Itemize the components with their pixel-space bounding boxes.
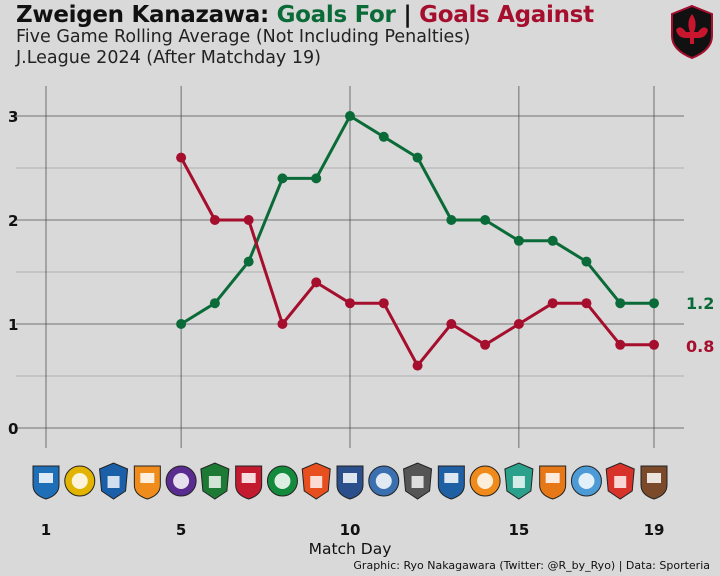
data-point-goals-for xyxy=(412,152,423,163)
title-separator: | xyxy=(403,2,412,28)
grulla-crest-icon xyxy=(403,462,433,500)
data-point-goals-against xyxy=(581,298,592,309)
credit-line: Graphic: Ryo Nakagawara (Twitter: @R_by_… xyxy=(353,559,710,572)
logo-emblem xyxy=(343,473,357,483)
data-point-goals-for xyxy=(615,298,626,309)
data-point-goals-against xyxy=(378,298,389,309)
data-point-goals-for xyxy=(277,173,288,184)
opponent-logos xyxy=(32,462,668,500)
y-tick-label: 2 xyxy=(8,212,18,230)
data-point-goals-for xyxy=(513,235,524,246)
orange-red-crest-icon xyxy=(301,462,331,500)
purple-red-crest-icon xyxy=(165,465,197,497)
bird-crest-icon xyxy=(437,465,465,500)
orange-shield-crest-icon xyxy=(133,465,161,500)
data-point-goals-against xyxy=(615,339,626,350)
light-blue-crest-icon xyxy=(570,465,602,497)
data-point-goals-against xyxy=(649,339,659,350)
x-axis-ticks: 1 5 10 15 19 xyxy=(41,521,665,539)
title-goals-for: Goals For xyxy=(276,2,396,28)
blue-shield-crest-icon xyxy=(32,465,60,500)
data-point-goals-against xyxy=(277,319,288,329)
logo-emblem xyxy=(578,473,595,489)
x-axis-label: Match Day xyxy=(309,540,392,558)
logo-emblem xyxy=(614,476,627,488)
chart-subtitle: Five Game Rolling Average (Not Including… xyxy=(16,27,471,47)
data-point-goals-against xyxy=(345,298,355,309)
data-point-goals-against xyxy=(311,277,322,288)
grid-lines xyxy=(16,86,684,448)
data-point-goals-for xyxy=(345,111,355,121)
data-point-goals-for xyxy=(378,131,389,142)
data-point-goals-for xyxy=(243,256,254,267)
blue-white-crest-icon xyxy=(368,465,400,497)
chart-subtitle-season: J.League 2024 (After Matchday 19) xyxy=(16,48,321,68)
y-axis-ticks: 0 1 2 3 xyxy=(8,108,18,438)
nagano-parceiro-crest-icon xyxy=(469,465,501,497)
logo-emblem xyxy=(71,473,88,489)
y-tick-label: 1 xyxy=(8,316,18,334)
y-tick-label: 0 xyxy=(8,420,18,438)
data-point-goals-for xyxy=(209,298,220,309)
logo-emblem xyxy=(107,476,120,488)
logo-emblem xyxy=(375,473,392,489)
x-tick-label: 10 xyxy=(340,521,361,539)
green-black-crest-icon xyxy=(200,462,230,500)
data-point-goals-for xyxy=(311,173,322,184)
x-tick-label: 1 xyxy=(41,521,51,539)
y-tick-label: 3 xyxy=(8,108,18,126)
logo-emblem xyxy=(208,476,221,488)
navy-round-crest-icon xyxy=(336,465,364,500)
end-value-label-goals-against: 0.8 xyxy=(686,337,714,356)
blue-round-crest-icon xyxy=(99,462,129,500)
title-goals-against: Goals Against xyxy=(419,2,594,28)
teal-green-crest-icon xyxy=(504,462,534,500)
data-point-goals-against xyxy=(446,319,457,329)
end-value-label-goals-for: 1.2 xyxy=(686,294,714,313)
data-point-goals-for xyxy=(547,235,558,246)
data-point-goals-for xyxy=(176,319,187,329)
data-point-goals-for xyxy=(581,256,592,267)
logo-emblem xyxy=(512,476,525,488)
logo-emblem xyxy=(444,473,459,483)
data-point-goals-against xyxy=(209,215,220,225)
logo-emblem xyxy=(173,473,190,489)
red-yellow-crest-icon xyxy=(235,465,263,500)
data-point-goals-for xyxy=(649,298,659,309)
yellow-black-crest-icon xyxy=(64,465,96,497)
series-lines: 1.2 0.8 xyxy=(176,111,714,371)
data-point-goals-for xyxy=(446,215,457,225)
x-tick-label: 5 xyxy=(176,521,186,539)
logo-emblem xyxy=(39,473,53,483)
data-point-goals-for xyxy=(480,215,491,225)
fleur-de-lis-logo-icon xyxy=(671,4,713,60)
title-team: Zweigen Kanazawa: xyxy=(16,2,269,28)
series-goals-for: 1.2 xyxy=(176,111,714,329)
red-gold-crest-icon xyxy=(605,462,635,500)
series-goals-against: 0.8 xyxy=(176,152,714,371)
x-tick-label: 15 xyxy=(508,521,529,539)
x-tick-label: 19 xyxy=(644,521,665,539)
logo-emblem xyxy=(647,473,661,483)
data-point-goals-against xyxy=(243,215,254,225)
logo-emblem xyxy=(545,473,560,483)
orange-ball-crest-icon xyxy=(539,465,567,500)
data-point-goals-against xyxy=(513,319,524,329)
data-point-goals-against xyxy=(547,298,558,309)
logo-emblem xyxy=(140,473,155,483)
brown-crest-icon xyxy=(640,465,668,500)
data-point-goals-against xyxy=(176,152,187,163)
data-point-goals-against xyxy=(480,339,491,350)
chart-title: Zweigen Kanazawa: Goals For | Goals Agai… xyxy=(16,2,594,28)
logo-emblem xyxy=(274,473,291,489)
logo-emblem xyxy=(241,473,256,483)
logo-emblem xyxy=(310,476,323,488)
green-crest-icon xyxy=(266,465,298,497)
logo-emblem xyxy=(477,473,494,489)
data-point-goals-against xyxy=(412,360,423,371)
logo-emblem xyxy=(411,476,424,488)
